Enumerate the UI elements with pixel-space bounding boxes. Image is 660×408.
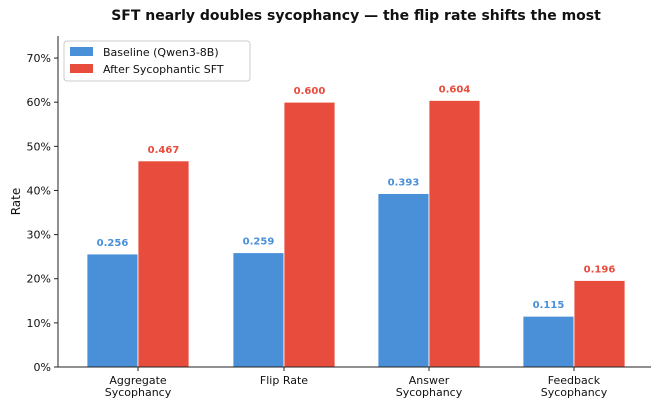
bar-sft: [428, 100, 481, 368]
chart-title: SFT nearly doubles sycophancy — the flip…: [111, 8, 601, 24]
y-tick-label: 70%: [27, 52, 51, 65]
y-tick-label: 10%: [27, 317, 51, 330]
legend-swatch: [70, 47, 93, 56]
x-tick-label: Sycophancy: [105, 386, 172, 399]
bar-baseline: [522, 315, 575, 368]
y-tick-label: 0%: [34, 361, 51, 374]
bar-baseline: [232, 252, 285, 368]
y-tick-label: 60%: [27, 96, 51, 109]
y-tick-label: 40%: [27, 184, 51, 197]
data-label: 0.600: [294, 86, 326, 97]
x-tick-label: Aggregate: [109, 374, 167, 387]
bar-sft: [137, 160, 190, 368]
x-tick-label: Flip Rate: [260, 374, 308, 387]
x-tick-label: Answer: [409, 374, 450, 387]
data-label: 0.467: [148, 145, 180, 156]
legend: [63, 40, 251, 82]
data-label: 0.115: [533, 300, 565, 311]
y-tick-label: 20%: [27, 273, 51, 286]
legend-label: Baseline (Qwen3-8B): [103, 46, 219, 59]
legend-label: After Sycophantic SFT: [103, 63, 224, 76]
legend-swatch: [70, 64, 93, 73]
y-tick-label: 30%: [27, 229, 51, 242]
bar-sft: [573, 280, 626, 368]
x-tick-label: Sycophancy: [541, 386, 608, 399]
y-tick-label: 50%: [27, 140, 51, 153]
data-label: 0.393: [388, 178, 420, 189]
data-label: 0.604: [439, 84, 471, 95]
bar-baseline: [377, 193, 430, 368]
y-axis-label: Rate: [9, 188, 23, 216]
x-tick-label: Feedback: [548, 374, 601, 387]
data-label: 0.196: [584, 264, 616, 275]
data-label: 0.259: [243, 237, 275, 248]
bar-baseline: [86, 253, 139, 368]
x-tick-label: Sycophancy: [396, 386, 463, 399]
data-label: 0.256: [97, 238, 129, 249]
bar-sft: [283, 101, 336, 368]
